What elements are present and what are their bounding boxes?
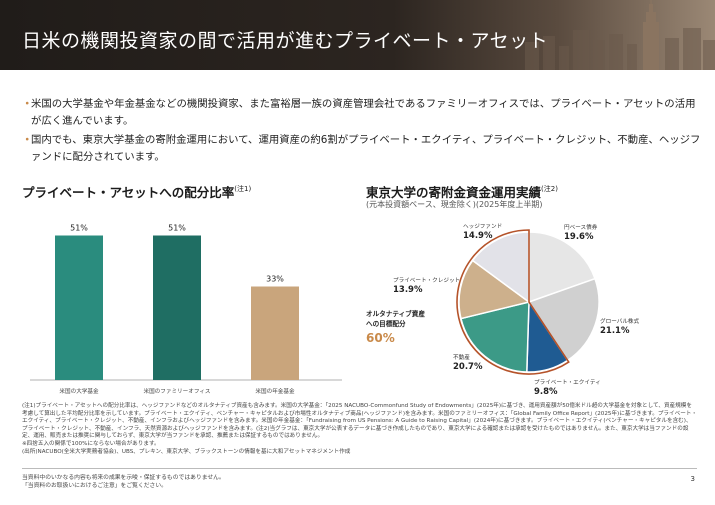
pie-chart-title-text: 東京大学の寄附金資金運用実績 [366, 185, 542, 200]
bar-2 [153, 235, 201, 380]
pie-slice-value: 9.8% [534, 387, 558, 397]
alternative-annotation-line1: オルタナティブ資産 [366, 309, 425, 318]
bullet-marker-icon: ・ [22, 98, 33, 110]
pie-slice-value: 20.7% [453, 362, 483, 372]
disclaimer-line-1: 当資料中のいかなる内容も将来の成果を示唆・保証するものではありません。 [22, 475, 225, 481]
footnote-main: (注1)プライベート・アセットへの配分比率は、ヘッジファンドなどのオルタナティブ… [22, 403, 697, 440]
pie-slice-value: 13.9% [393, 285, 423, 295]
pie-slice-6 [471, 231, 530, 304]
alternative-assets-outline [456, 229, 570, 375]
pie-slice-label: グローバル株式 [600, 317, 640, 325]
pie-chart-title-note: (注2) [541, 185, 558, 193]
pie-slice-label: 円ベース債券 [564, 223, 598, 231]
bar-chart-title: プライベート・アセットへの配分比率(注1) [22, 182, 251, 201]
footer-divider [22, 468, 697, 469]
bullet-marker-icon: ・ [22, 134, 33, 146]
bar-category-label: 米国の年金基金 [255, 387, 295, 395]
alternative-annotation-value: 60% [366, 331, 395, 345]
city-skyline-image [525, 0, 715, 70]
footer-disclaimer: 当資料中のいかなる内容も将来の成果を示唆・保証するものではありません。 「当資料… [22, 474, 225, 490]
bar-chart-title-text: プライベート・アセットへの配分比率 [22, 185, 235, 200]
pie-slice-value: 19.6% [564, 232, 594, 242]
bar-category-label: 米国のファミリーオフィス [143, 387, 210, 395]
pie-chart-title: 東京大学の寄附金資金運用実績(注2) [366, 182, 558, 201]
bullet-text: 国内でも、東京大学基金の寄附金運用において、運用資産の約6割がプライベート・エク… [31, 134, 701, 163]
pie-slice-value: 21.1% [600, 326, 630, 336]
footnote-source: (出所)NACUBO(全米大学実務者協会)、UBS、プレキン、東京大学、ブラック… [22, 448, 351, 455]
pie-slice-label: ヘッジファンド [463, 223, 502, 230]
bullet-item: ・ 国内でも、東京大学基金の寄附金運用において、運用資産の約6割がプライベート・… [22, 132, 702, 166]
disclaimer-line-2: 「当資料のお取扱いにおけるご注意」をご覧ください。 [22, 483, 167, 489]
bar-chart-title-note: (注1) [234, 185, 252, 193]
page-title: 日米の機関投資家の間で活用が進むプライベート・アセット [22, 30, 549, 52]
pie-slice-label: プライベート・エクイティ [534, 379, 601, 386]
bar-3 [251, 286, 299, 380]
pie-chart-subtitle: (元本投資額ベース、現金除く)(2025年度上半期) [366, 200, 543, 209]
bar-value-label: 51% [70, 224, 88, 233]
pie-slice-2 [527, 277, 600, 362]
pie-slice-label: プライベート・クレジット [393, 277, 460, 284]
footnote-rounding: ※四捨五入の関係で100%にならない場合があります。 [22, 440, 160, 447]
bullet-text: 米国の大学基金や年金基金などの機関投資家、また富裕層一族の資産管理会社であるファ… [31, 98, 696, 127]
pie-slice-value: 14.9% [463, 231, 493, 241]
footnotes: (注1)プライベート・アセットへの配分比率は、ヘッジファンドなどのオルタナティブ… [22, 403, 697, 456]
bar-category-label: 米国の大学基金 [59, 387, 99, 395]
bar-chart: 51% 米国の大学基金 51% 米国のファミリーオフィス 33% 米国の年金基金 [30, 224, 342, 395]
pie-slice-label: 不動産 [453, 353, 470, 361]
pie-slice-4 [460, 301, 530, 373]
page-number: 3 [690, 475, 695, 483]
header-banner: 日米の機関投資家の間で活用が進むプライベート・アセット [0, 0, 715, 70]
bar-value-label: 33% [266, 275, 284, 284]
pie-slice-5 [458, 259, 531, 320]
bar-value-label: 51% [168, 224, 186, 233]
bullet-item: ・ 米国の大学基金や年金基金などの機関投資家、また富裕層一族の資産管理会社である… [22, 96, 702, 130]
alternative-annotation-line2: への目標配分 [366, 319, 406, 328]
bar-1 [55, 235, 103, 380]
bullet-list: ・ 米国の大学基金や年金基金などの機関投資家、また富裕層一族の資産管理会社である… [22, 96, 702, 168]
